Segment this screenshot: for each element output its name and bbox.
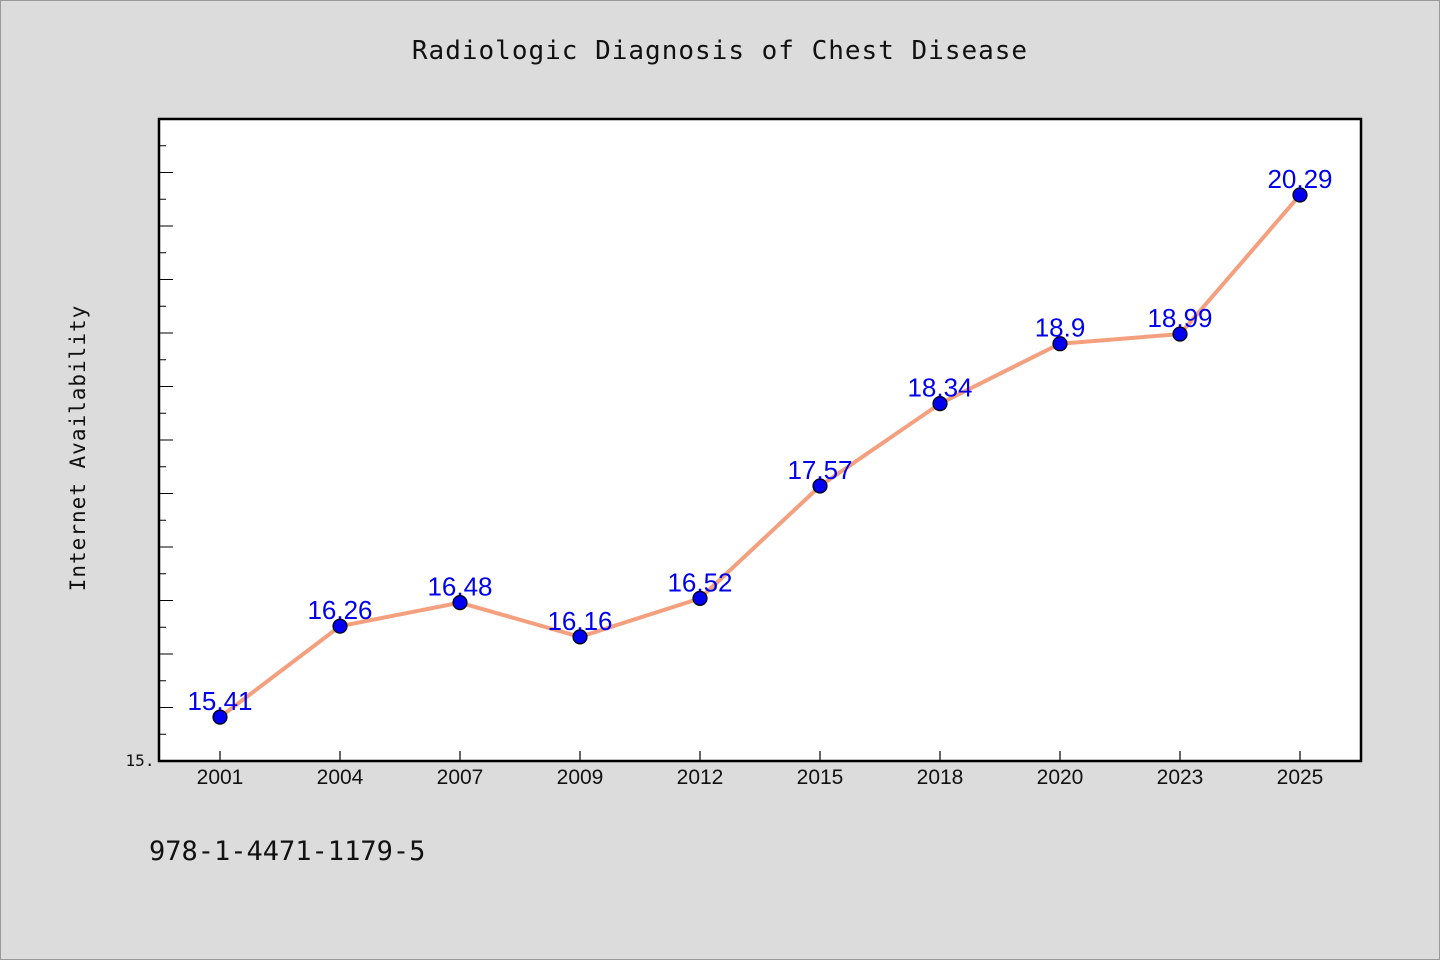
data-label: 15.41 bbox=[187, 686, 252, 716]
x-tick-label: 2001 bbox=[197, 766, 244, 789]
y-tick-label-min: 15. bbox=[126, 751, 155, 770]
data-point bbox=[332, 618, 348, 634]
series-markers bbox=[212, 187, 1308, 725]
data-point bbox=[212, 709, 228, 725]
data-label: 20.29 bbox=[1267, 164, 1332, 194]
x-tick-label: 2007 bbox=[437, 766, 484, 789]
series-line bbox=[218, 192, 1302, 720]
data-point bbox=[812, 478, 828, 494]
x-tick-label: 2023 bbox=[1157, 766, 1204, 789]
data-point bbox=[1172, 326, 1188, 342]
data-point bbox=[692, 590, 708, 606]
data-label: 16.26 bbox=[307, 595, 372, 625]
data-point bbox=[452, 595, 468, 611]
x-tick-label: 2012 bbox=[677, 766, 724, 789]
data-point bbox=[1052, 336, 1068, 352]
x-tick-label: 2015 bbox=[797, 766, 844, 789]
plot-area bbox=[157, 117, 1363, 763]
data-point bbox=[1292, 187, 1308, 203]
x-tick-label: 2025 bbox=[1277, 766, 1324, 789]
data-point bbox=[572, 629, 588, 645]
data-label: 16.48 bbox=[427, 572, 492, 602]
data-label: 18.9 bbox=[1035, 313, 1086, 343]
x-tick-label: 2018 bbox=[917, 766, 964, 789]
footnote: 978-1-4471-1179-5 bbox=[149, 836, 426, 867]
data-labels: 15.41 16.26 16.48 16.16 16.52 17.57 18.34 18.9 1… bbox=[187, 164, 1332, 716]
data-label: 18.34 bbox=[907, 373, 972, 403]
y-axis-ticks bbox=[159, 145, 173, 735]
chart-title: Radiologic Diagnosis of Chest Disease bbox=[411, 36, 1029, 66]
data-label: 16.52 bbox=[667, 567, 732, 597]
data-label: 18.99 bbox=[1147, 303, 1212, 333]
x-axis-ticks: 2001 2004 2007 2009 2012 2015 2018 2020 2023 2025 bbox=[197, 751, 1324, 789]
x-tick-label: 2020 bbox=[1037, 766, 1084, 789]
data-point bbox=[932, 396, 948, 412]
x-tick-label: 2004 bbox=[317, 766, 364, 789]
x-tick-label: 2009 bbox=[557, 766, 604, 789]
data-label: 16.16 bbox=[547, 606, 612, 636]
data-label: 17.57 bbox=[787, 455, 852, 485]
